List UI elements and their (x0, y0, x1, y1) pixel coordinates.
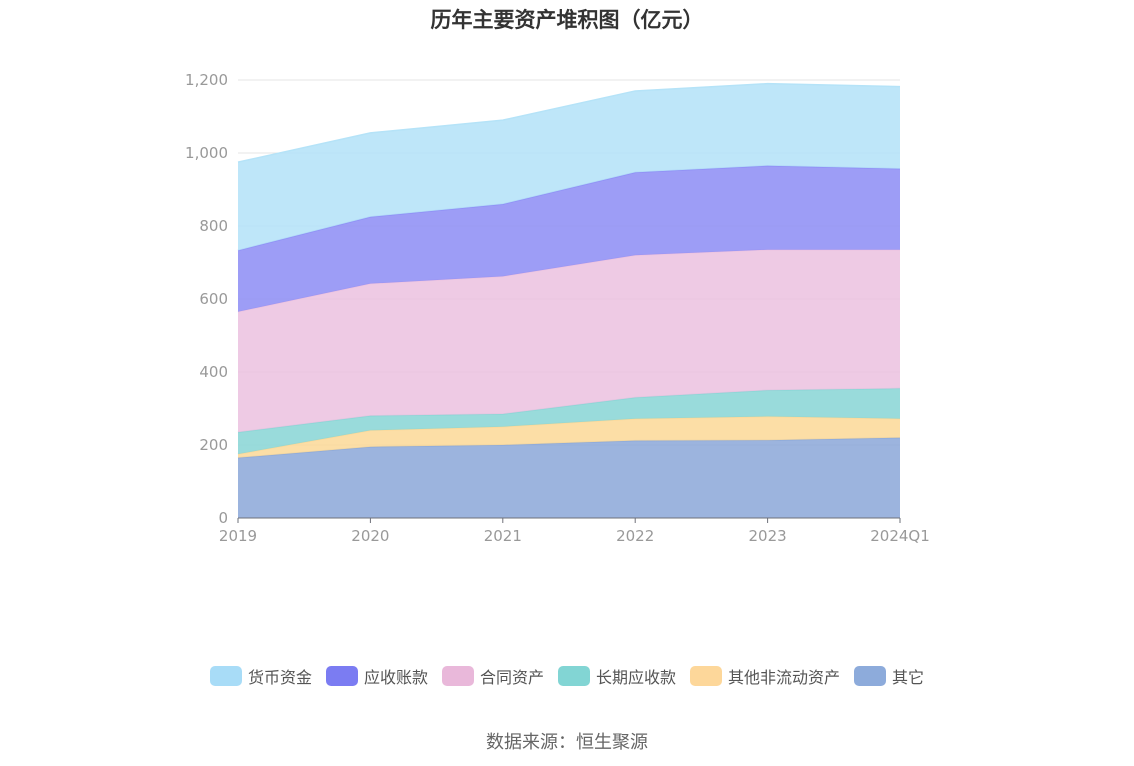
legend: 货币资金 应收账款 合同资产 长期应收款 其他非流动资产 其它 (0, 664, 1134, 688)
y-tick-label: 1,000 (185, 144, 228, 162)
x-tick-label: 2020 (351, 527, 389, 545)
area-series (237, 82, 901, 518)
legend-swatch (558, 666, 590, 686)
legend-label: 合同资产 (479, 668, 544, 687)
legend-item[interactable]: 应收账款 (325, 664, 428, 688)
legend-label: 应收账款 (363, 668, 428, 687)
x-tick-label: 2023 (749, 527, 787, 545)
source-note: 数据来源：恒生聚源 (486, 732, 648, 753)
legend-swatch (209, 666, 242, 686)
area-edge-2 (237, 387, 901, 433)
chart-title: 历年主要资产堆积图（亿元） (430, 8, 704, 32)
grid-lines: 0 200 400 600 800 1,000 1,200 (185, 71, 900, 527)
area-series-1 (238, 416, 900, 458)
legend-label: 货币资金 (247, 668, 312, 687)
legend-swatch (325, 666, 358, 686)
x-tick-label: 2022 (616, 527, 654, 545)
legend-label: 长期应收款 (596, 668, 677, 687)
legend-swatch (690, 666, 723, 686)
y-tick-label: 400 (199, 363, 228, 381)
y-tick-label: 1,200 (185, 71, 228, 89)
legend-swatch (854, 666, 887, 686)
legend-swatch (441, 666, 474, 686)
legend-item[interactable]: 其它 (854, 664, 924, 688)
area-edge-5 (237, 82, 901, 163)
legend-label: 其他非流动资产 (728, 668, 841, 687)
area-series-3 (238, 249, 900, 433)
x-tick-label: 2021 (484, 527, 522, 545)
x-tick-label: 2024Q1 (870, 527, 930, 545)
area-series-5 (238, 83, 900, 251)
legend-item[interactable]: 长期应收款 (558, 664, 676, 688)
area-series-4 (238, 165, 900, 312)
y-tick-label: 600 (199, 290, 228, 308)
y-tick-label: 800 (199, 217, 228, 235)
legend-item[interactable]: 货币资金 (209, 664, 312, 688)
area-series-0 (238, 437, 900, 518)
x-tick-label: 2019 (219, 527, 257, 545)
y-tick-label: 200 (199, 436, 228, 454)
y-tick-label: 0 (218, 509, 228, 527)
legend-item[interactable]: 其他非流动资产 (690, 664, 840, 688)
legend-item[interactable]: 合同资产 (441, 664, 544, 688)
area-series-2 (238, 388, 900, 455)
legend-label: 其它 (892, 668, 925, 687)
axes: 2019 2020 2021 2022 2023 2024Q1 (219, 517, 930, 545)
